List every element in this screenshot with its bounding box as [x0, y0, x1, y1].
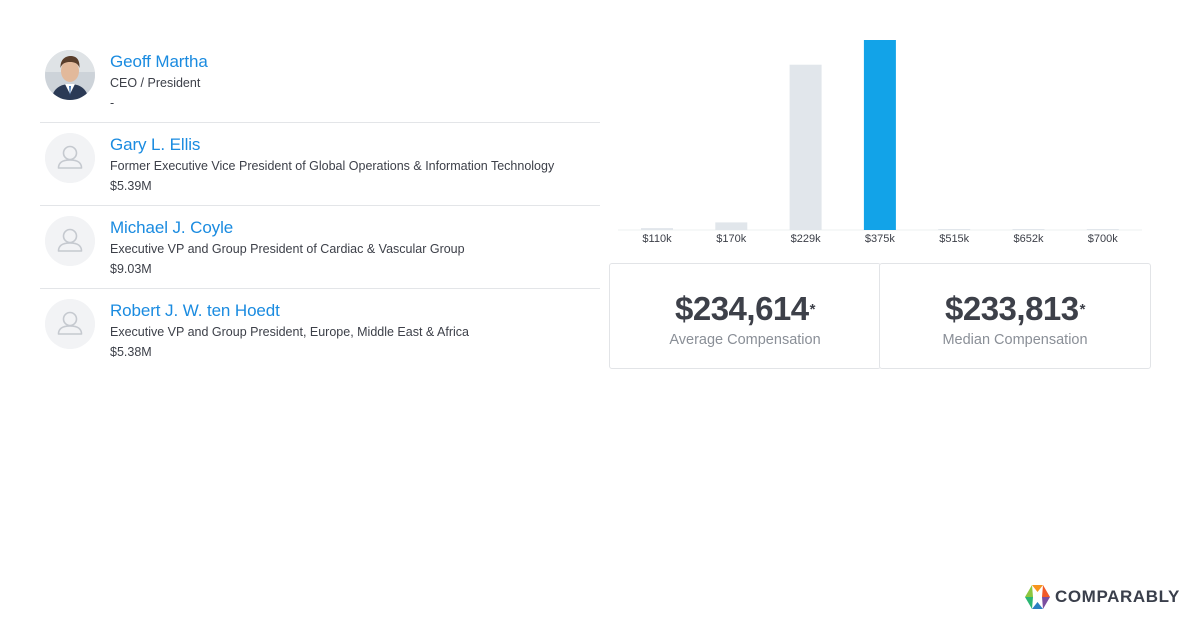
histogram-bar[interactable]	[789, 64, 822, 230]
executive-list: Geoff Martha CEO / President - Gary L. E…	[40, 40, 600, 371]
executive-row: Geoff Martha CEO / President -	[40, 40, 600, 122]
compensation-chart-svg: $110k $170k $229k $375k $515k $652k $700k	[618, 40, 1142, 245]
median-compensation-label: Median Compensation	[942, 332, 1088, 348]
x-tick-label: $700k	[1088, 233, 1118, 245]
executive-title: Executive VP and Group President of Card…	[110, 242, 465, 256]
executive-title: Former Executive Vice President of Globa…	[110, 159, 555, 173]
average-compensation-value: $234,614*	[675, 290, 816, 327]
person-photo-icon	[45, 50, 95, 100]
asterisk: *	[809, 301, 816, 318]
asterisk: *	[1079, 301, 1086, 318]
x-tick-label: $375k	[865, 233, 895, 245]
executive-row: Robert J. W. ten Hoedt Executive VP and …	[40, 288, 600, 371]
executive-name[interactable]: Geoff Martha	[110, 52, 208, 71]
executive-compensation: $5.39M	[110, 179, 152, 193]
comparably-logo[interactable]: COMPARABLY	[1024, 585, 1180, 609]
x-tick-label: $515k	[939, 233, 969, 245]
executive-compensation: $9.03M	[110, 262, 152, 276]
histogram-bar[interactable]	[1086, 229, 1119, 230]
brand-name: COMPARABLY	[1054, 587, 1180, 606]
compensation-chart: $110k $170k $229k $375k $515k $652k $700k	[618, 30, 1142, 250]
person-placeholder-icon	[45, 216, 95, 266]
average-compensation-label: Average Compensation	[669, 332, 821, 348]
x-tick-label: $652k	[1014, 233, 1044, 245]
histogram-bar[interactable]	[863, 40, 896, 230]
executive-title: CEO / President	[110, 76, 201, 90]
executive-title: Executive VP and Group President, Europe…	[110, 325, 469, 339]
x-tick-label: $170k	[716, 233, 746, 245]
executive-compensation: $5.38M	[110, 345, 152, 359]
executive-row: Gary L. Ellis Former Executive Vice Pres…	[40, 122, 600, 205]
executive-compensation: -	[110, 96, 115, 110]
person-placeholder-icon	[45, 299, 95, 349]
avatar-placeholder[interactable]	[45, 216, 95, 266]
executive-name[interactable]: Gary L. Ellis	[110, 135, 201, 154]
histogram-bar[interactable]	[641, 228, 673, 230]
executive-row: Michael J. Coyle Executive VP and Group …	[40, 205, 600, 288]
avatar-placeholder[interactable]	[45, 299, 95, 349]
x-tick-label: $229k	[791, 233, 821, 245]
avatar-photo[interactable]	[45, 50, 95, 100]
x-tick-label: $110k	[642, 233, 672, 245]
median-compensation-card: $233,813* Median Compensation	[879, 263, 1151, 369]
avatar-placeholder[interactable]	[45, 133, 95, 183]
person-placeholder-icon	[45, 133, 95, 183]
histogram-bar[interactable]	[938, 229, 971, 230]
average-compensation-card: $234,614* Average Compensation	[609, 263, 881, 369]
median-compensation-value: $233,813*	[945, 290, 1086, 327]
executive-name[interactable]: Robert J. W. ten Hoedt	[110, 301, 280, 320]
executive-name[interactable]: Michael J. Coyle	[110, 218, 234, 237]
histogram-bar[interactable]	[715, 222, 748, 230]
histogram-bar[interactable]	[1012, 229, 1045, 230]
comparably-logo-icon	[1024, 585, 1050, 609]
